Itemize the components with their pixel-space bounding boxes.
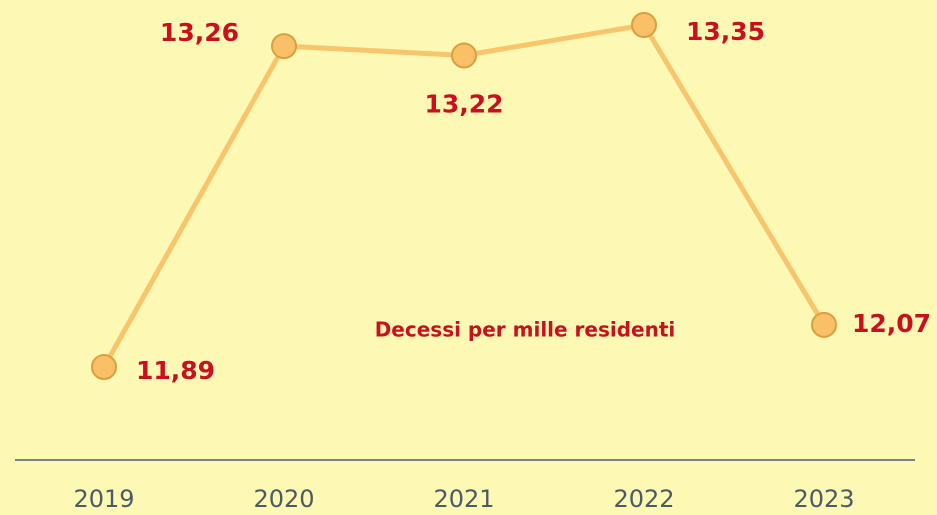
- x-tick-label: 2021: [433, 485, 494, 513]
- x-tick-label: 2020: [253, 485, 314, 513]
- marker: [811, 311, 837, 338]
- marker: [271, 33, 297, 60]
- x-tick-label: 2023: [793, 485, 854, 513]
- data-label: 11,89: [136, 356, 215, 385]
- x-tick-label: 2019: [73, 485, 134, 513]
- marker: [631, 12, 657, 38]
- data-label: 13,35: [686, 17, 765, 46]
- data-label: 12,07: [852, 309, 931, 338]
- x-tick-label: 2022: [613, 485, 674, 513]
- annotation: Decessi per mille residenti: [375, 318, 676, 342]
- marker: [91, 354, 117, 380]
- marker: [451, 42, 477, 69]
- data-label: 13,26: [160, 18, 239, 47]
- data-label: 13,22: [424, 89, 503, 118]
